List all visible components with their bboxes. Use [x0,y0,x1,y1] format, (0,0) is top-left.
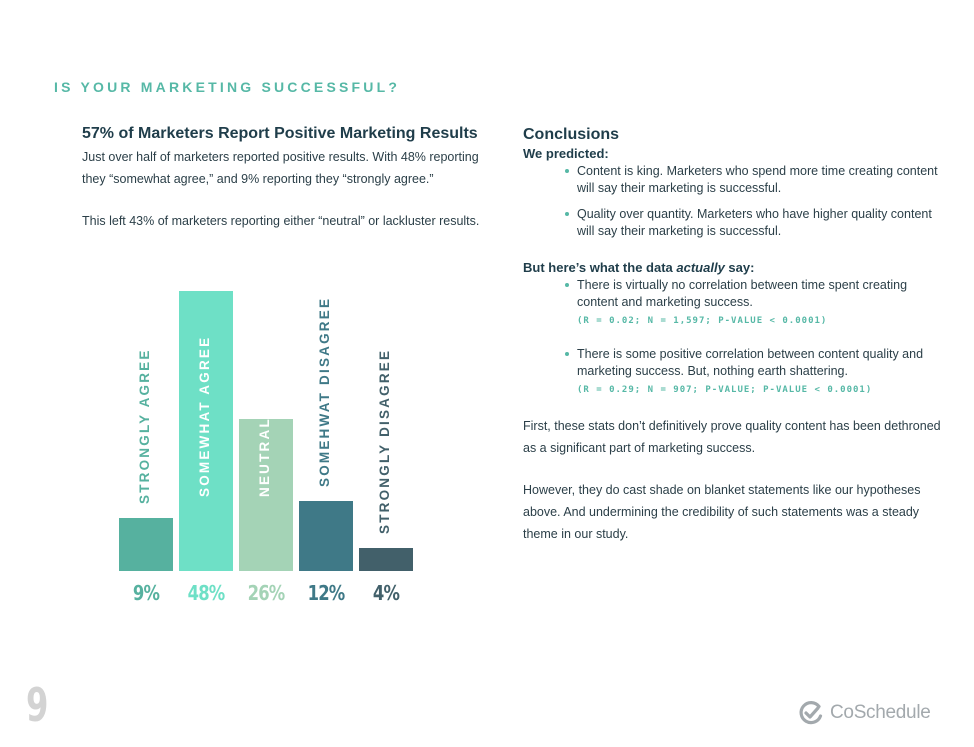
bar-category-label: SOMEWHAT AGREE [197,335,212,497]
prediction-item: Content is king. Marketers who spend mor… [565,163,943,197]
bar-4 [359,548,413,571]
findings-list: There is virtually no correlation betwee… [523,277,943,399]
left-heading: 57% of Marketers Report Positive Marketi… [82,125,478,142]
left-paragraph-1: Just over half of marketers reported pos… [82,150,479,186]
data-heading-emphasis: actually [676,260,725,275]
bar-category-label: STRONGLY AGREE [137,348,152,504]
predictions-list: Content is king. Marketers who spend mor… [523,163,943,240]
left-column: 57% of Marketers Report Positive Marketi… [82,125,482,232]
predicted-heading: We predicted: [523,146,609,161]
bar-value-label: 9% [132,581,160,605]
bar-category-label: SOMEHWAT DISAGREE [317,296,332,487]
finding-text: There is some positive correlation betwe… [577,347,924,378]
left-paragraph-2: This left 43% of marketers reporting eit… [82,214,480,228]
bar-value-label: 12% [307,581,346,605]
section-title: IS YOUR MARKETING SUCCESSFUL? [54,79,401,95]
page-number: 9 [26,678,49,732]
bar-0 [119,518,173,571]
bar-value-label: 26% [247,581,286,605]
conclusion-paragraph-1: First, these stats don’t definitively pr… [523,419,941,455]
prediction-item: Quality over quantity. Marketers who hav… [565,206,943,240]
bar-category-label: STRONGLY DISAGREE [377,348,392,534]
bar-value-label: 4% [372,581,400,605]
conclusions-heading: Conclusions [523,126,620,143]
finding-stat: (R = 0.29; N = 907; P-VALUE; P-VALUE < 0… [577,385,873,395]
data-heading-prefix: But here’s what the data [523,260,677,275]
data-heading: But here’s what the data actually say: [523,260,943,275]
finding-item: There is virtually no correlation betwee… [565,277,943,330]
bar-1 [179,291,233,571]
survey-bar-chart: STRONGLY AGREE 9% SOMEWHAT AGREE 48% NEUTRAL… [110,285,430,615]
data-heading-suffix: say: [724,260,755,275]
coschedule-logo-icon [799,701,823,725]
finding-text: There is virtually no correlation betwee… [577,278,908,309]
finding-stat: (R = 0.02; N = 1,597; P-VALUE < 0.0001) [577,316,828,326]
bar-2 [239,419,293,571]
bar-3 [299,501,353,571]
coschedule-logo: CoSchedule [798,700,931,726]
right-column: Conclusions We predicted: Content is kin… [523,126,943,545]
bar-value-label: 48% [187,581,226,605]
logo-text: CoSchedule [830,702,931,723]
bar-category-label: NEUTRAL [257,417,272,497]
finding-item: There is some positive correlation betwe… [565,346,943,399]
conclusion-paragraph-2: However, they do cast shade on blanket s… [523,483,921,541]
